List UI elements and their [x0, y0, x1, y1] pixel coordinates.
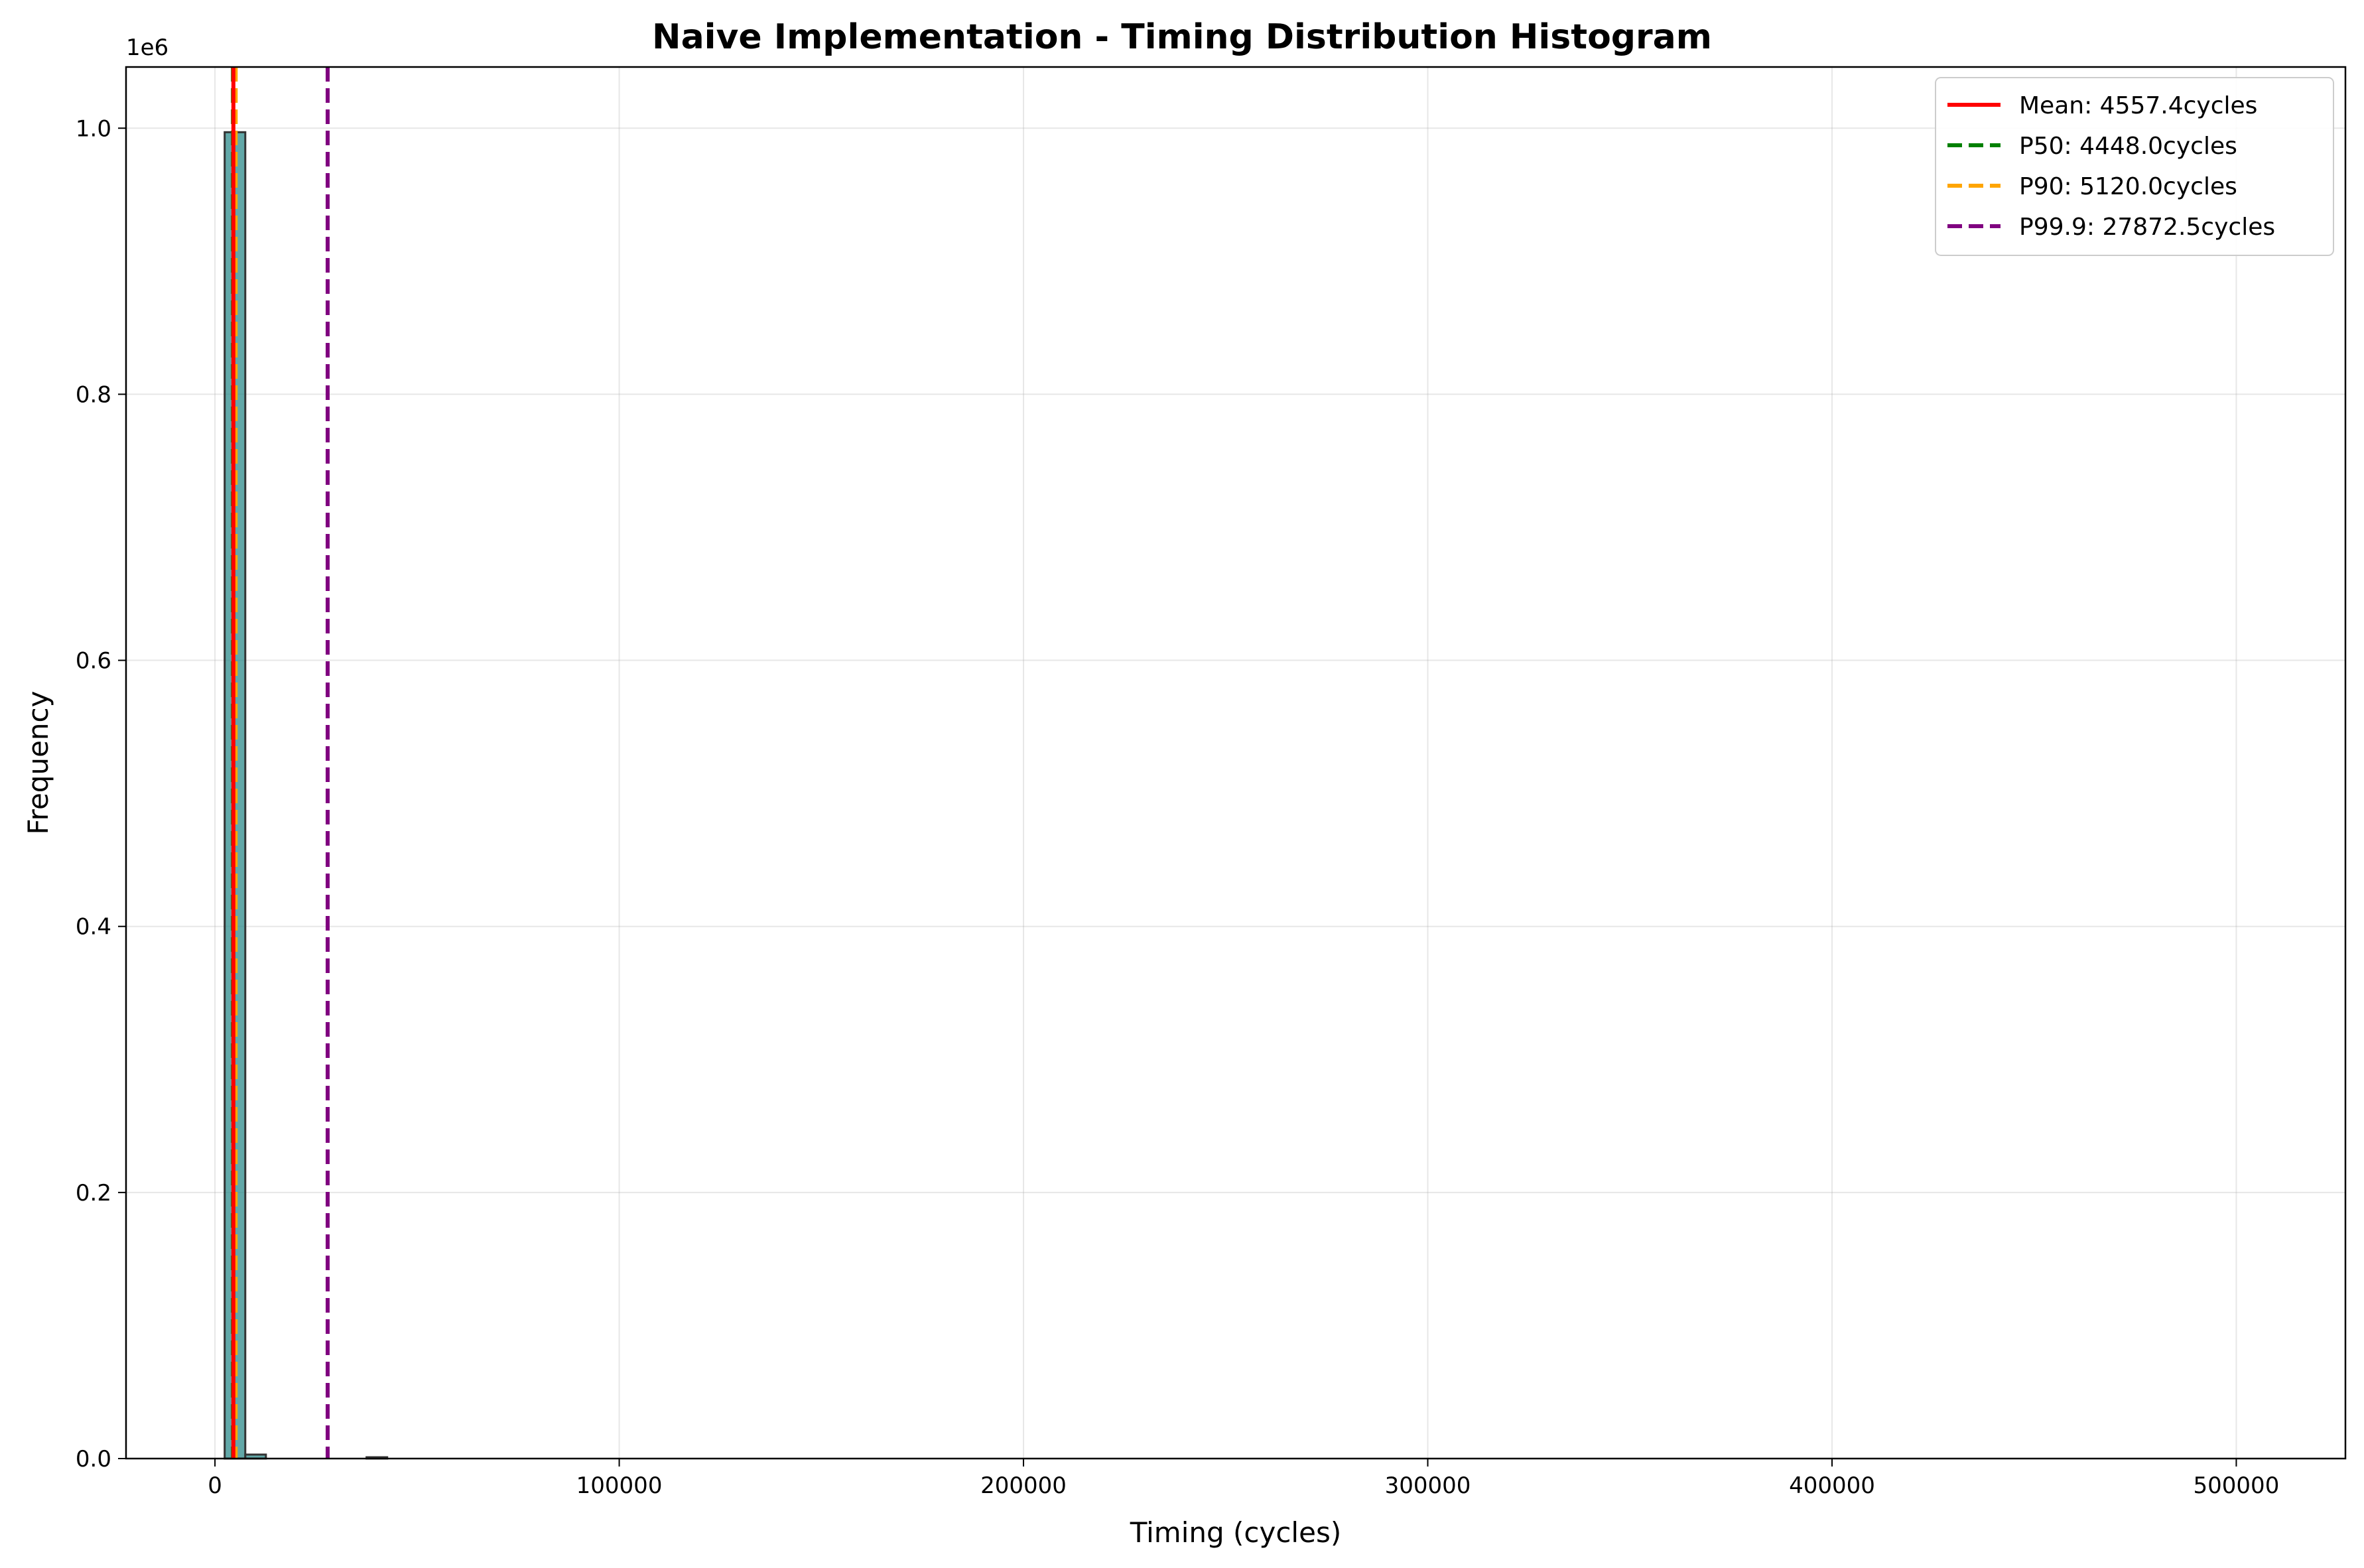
- y-tick-label: 0.0: [76, 1446, 111, 1472]
- chart-title: Naive Implementation - Timing Distributi…: [652, 17, 1712, 57]
- y-axis-offset-label: 1e6: [126, 34, 168, 61]
- x-tick-label: 500000: [2194, 1472, 2280, 1499]
- legend-label: Mean: 4557.4cycles: [2019, 92, 2257, 119]
- plot-frame: [125, 66, 2347, 1460]
- y-tick-label: 0.4: [76, 914, 111, 941]
- y-tick-label: 0.8: [76, 381, 111, 408]
- y-tick-label: 1.0: [76, 115, 111, 142]
- y-tick-label: 0.6: [76, 648, 111, 675]
- x-tick-label: 0: [208, 1472, 222, 1499]
- x-tick-label: 300000: [1385, 1472, 1471, 1499]
- x-tick-label: 200000: [980, 1472, 1067, 1499]
- legend-label: P99.9: 27872.5cycles: [2019, 214, 2275, 241]
- y-axis-ticks: 0.0 0.2 0.4 0.6 0.8 1.0: [76, 115, 126, 1472]
- y-tick-label: 0.2: [76, 1180, 111, 1207]
- legend: Mean: 4557.4cycles P50: 4448.0cycles P90: …: [1935, 77, 2334, 256]
- x-axis-label: Timing (cycles): [1130, 1516, 1341, 1549]
- x-tick-label: 100000: [576, 1472, 663, 1499]
- y-axis-label: Frequency: [22, 691, 54, 835]
- x-axis-ticks: 0 100000 200000 300000 400000 500000: [208, 1459, 2279, 1499]
- legend-label: P50: 4448.0cycles: [2019, 133, 2237, 160]
- x-tick-label: 400000: [1789, 1472, 1875, 1499]
- legend-label: P90: 5120.0cycles: [2019, 173, 2237, 200]
- reference-lines: [231, 67, 330, 1459]
- grid-lines: [126, 67, 2345, 1459]
- legend-box: [1935, 77, 2334, 256]
